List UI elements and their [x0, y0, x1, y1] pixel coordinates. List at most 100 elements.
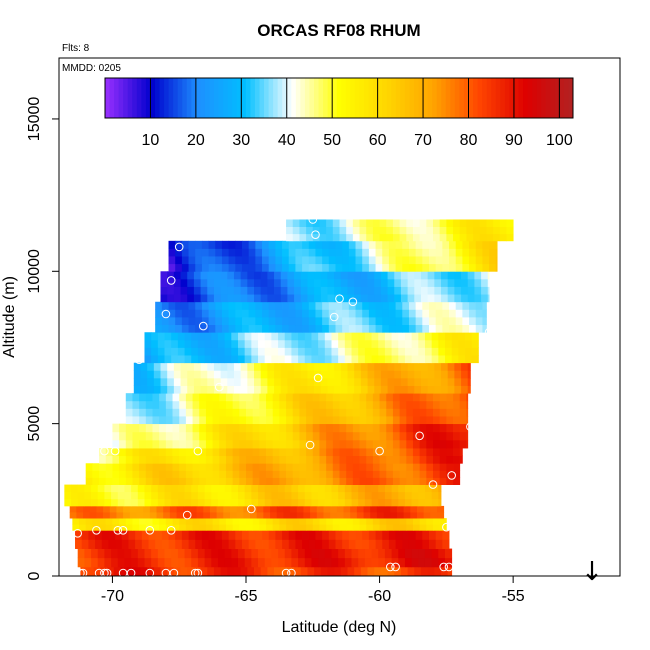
heatmap-cell — [290, 505, 298, 513]
heatmap-cell — [299, 470, 307, 478]
heatmap-cell — [415, 248, 423, 257]
sample-point — [305, 440, 315, 450]
heatmap-cell — [151, 355, 159, 364]
heatmap-cell — [184, 548, 192, 559]
heatmap-cell — [335, 309, 343, 318]
heatmap-cell — [372, 233, 380, 242]
heatmap-cell — [248, 530, 256, 540]
heatmap-cell — [159, 439, 167, 449]
heatmap-cell — [455, 324, 463, 333]
heatmap-cell — [339, 455, 347, 464]
heatmap-cell — [232, 408, 240, 417]
heatmap-cell — [384, 339, 392, 348]
heatmap-cell — [165, 400, 173, 409]
heatmap-cell — [355, 317, 363, 326]
heatmap-cell — [139, 463, 147, 471]
heatmap-cell — [185, 416, 193, 425]
heatmap-cell — [414, 286, 422, 295]
heatmap-cell — [286, 470, 294, 478]
heatmap-cell — [260, 566, 268, 577]
heatmap-cell — [424, 498, 433, 507]
heatmap-cell — [111, 548, 119, 559]
heatmap-cell — [419, 518, 427, 525]
heatmap-cell — [312, 400, 320, 409]
heatmap-cell — [185, 518, 193, 525]
heatmap-cell — [125, 463, 133, 471]
heatmap-cell — [446, 393, 454, 402]
heatmap-cell — [151, 557, 159, 568]
heatmap-cell — [319, 439, 327, 449]
colorbar-swatch — [341, 78, 347, 118]
heatmap-cell — [223, 505, 231, 513]
heatmap-cell — [354, 286, 362, 295]
heatmap-cell — [208, 309, 216, 318]
heatmap-cell — [264, 548, 272, 559]
heatmap-cell — [358, 339, 366, 348]
heatmap-cell — [326, 219, 334, 227]
heatmap-cell — [367, 385, 375, 394]
heatmap-cell — [318, 339, 326, 348]
heatmap-cell — [216, 512, 224, 519]
heatmap-cell — [408, 539, 417, 549]
heatmap-cell — [406, 226, 414, 235]
sample-point — [466, 422, 475, 432]
heatmap-cell — [388, 263, 396, 272]
heatmap-cell — [302, 256, 310, 265]
heatmap-cell — [366, 416, 374, 425]
heatmap-cell — [376, 512, 384, 519]
heatmap-cell — [195, 256, 203, 265]
heatmap-cell — [386, 448, 394, 457]
heatmap-cell — [219, 455, 227, 464]
heatmap-cell — [419, 393, 427, 402]
heatmap-cell — [112, 448, 120, 457]
heatmap-cell — [300, 271, 308, 280]
heatmap-cell — [371, 548, 379, 559]
heatmap-cell — [407, 271, 415, 280]
heatmap-cell — [152, 416, 160, 425]
heatmap-cell — [446, 431, 454, 441]
heatmap-cell — [419, 423, 427, 433]
colorbar-swatch — [568, 78, 574, 118]
heatmap-cell — [252, 477, 260, 485]
heatmap-cell — [275, 263, 283, 272]
sample-point — [484, 327, 494, 337]
heatmap-cell — [204, 548, 212, 559]
heatmap-cell — [320, 278, 328, 287]
heatmap-cell — [430, 512, 438, 519]
heatmap-cell — [239, 455, 247, 464]
heatmap-cell — [239, 393, 247, 402]
heatmap-cell — [220, 377, 228, 386]
heatmap-cell — [171, 557, 179, 568]
heatmap-cell — [395, 317, 403, 326]
heatmap-cell — [298, 491, 306, 500]
heatmap-cell — [239, 431, 247, 441]
heatmap-cell — [140, 566, 148, 577]
heatmap-cell — [262, 530, 270, 540]
heatmap-cell — [216, 505, 224, 513]
heatmap-cell — [382, 263, 390, 272]
heatmap-cell — [284, 484, 292, 493]
heatmap-cell — [199, 393, 207, 402]
heatmap-cell — [132, 439, 140, 449]
heatmap-cell — [419, 463, 427, 471]
heatmap-cell — [280, 370, 288, 379]
heatmap-cell — [171, 484, 179, 493]
heatmap-cell — [140, 370, 148, 379]
heatmap-cell — [380, 294, 388, 303]
heatmap-cell — [268, 240, 276, 249]
heatmap-cell — [304, 347, 312, 356]
heatmap-cell — [233, 362, 242, 371]
heatmap-cell — [260, 271, 268, 280]
heatmap-cell — [395, 530, 403, 540]
heatmap-cell — [334, 385, 342, 394]
heatmap-cell — [418, 557, 426, 568]
heatmap-cell — [475, 263, 483, 272]
heatmap-cell — [266, 408, 274, 417]
colorbar-swatch — [177, 78, 183, 118]
sample-point — [182, 510, 192, 520]
heatmap-cell — [184, 347, 192, 356]
heatmap-cell — [291, 347, 299, 356]
colorbar-swatch — [336, 78, 342, 118]
heatmap-cell — [165, 524, 173, 531]
heatmap-cell — [292, 400, 300, 409]
